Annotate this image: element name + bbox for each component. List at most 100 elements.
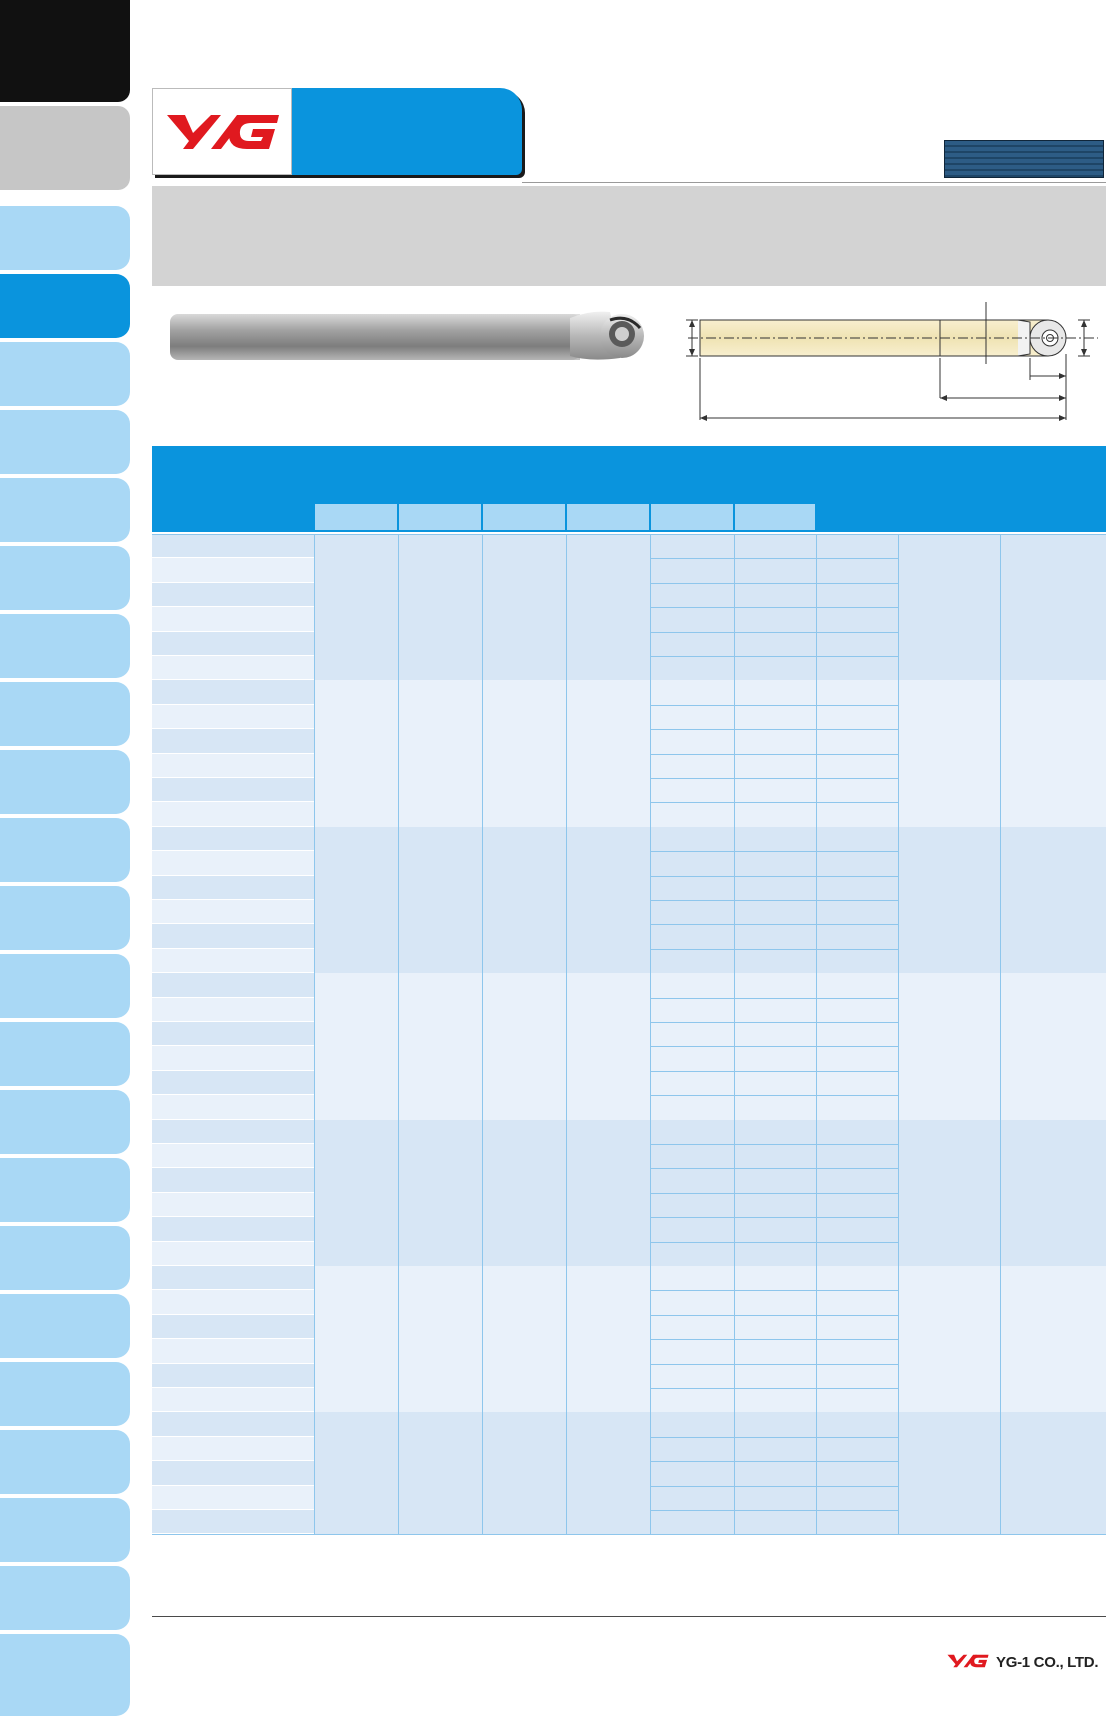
row-divider (650, 900, 898, 901)
group-cell (816, 1412, 898, 1535)
row-divider (650, 1339, 898, 1341)
group-cell (734, 1119, 816, 1266)
section-tab[interactable] (0, 410, 130, 474)
group-cell (566, 1119, 650, 1266)
section-tab[interactable] (0, 1362, 130, 1426)
group-cell (482, 534, 566, 681)
section-tab[interactable] (0, 750, 130, 814)
section-tab[interactable] (0, 1158, 130, 1222)
row-divider (650, 1363, 898, 1365)
model-cell (152, 924, 314, 949)
section-tab[interactable] (0, 342, 130, 406)
subheader-cell (651, 504, 733, 530)
group-cell (898, 534, 1000, 681)
group-cell (314, 826, 398, 974)
section-tab[interactable] (0, 614, 130, 678)
model-cell (152, 997, 314, 1022)
group-cell (816, 680, 898, 827)
model-cell (152, 900, 314, 925)
row-divider (650, 997, 898, 999)
model-cell (152, 1168, 314, 1193)
model-cell (152, 1461, 314, 1486)
model-cell (152, 1290, 314, 1315)
model-cell (152, 631, 314, 656)
section-tab[interactable] (0, 206, 130, 270)
row-divider (650, 948, 898, 950)
group-cell (566, 973, 650, 1120)
group-cell (734, 680, 816, 827)
series-badge (944, 140, 1104, 178)
model-cell (152, 1412, 314, 1437)
model-cell (152, 1510, 314, 1535)
section-tab[interactable] (0, 682, 130, 746)
row-divider (650, 1095, 898, 1097)
section-tab[interactable] (0, 886, 130, 950)
row-divider (650, 1314, 898, 1316)
model-cell (152, 1485, 314, 1510)
column-divider (482, 534, 483, 1535)
model-cell (152, 851, 314, 876)
description-band (152, 186, 1106, 286)
model-cell (152, 704, 314, 730)
model-cell (152, 802, 314, 827)
group-cell (1000, 1266, 1106, 1413)
section-tab[interactable] (0, 1294, 130, 1358)
spec-table-body (152, 534, 1106, 1536)
row-divider (650, 924, 898, 926)
group-cell (898, 973, 1000, 1120)
model-cell (152, 680, 314, 705)
group-cell (898, 680, 1000, 827)
group-cell (1000, 1119, 1106, 1266)
section-tab[interactable] (0, 1634, 130, 1716)
group-cell (898, 1119, 1000, 1266)
ball-end-mill-drawing (686, 302, 1098, 421)
row-divider (650, 1485, 898, 1487)
row-divider (650, 1241, 898, 1243)
group-cell (816, 1119, 898, 1266)
column-divider (566, 534, 567, 1535)
section-tab[interactable] (0, 1022, 130, 1086)
subheader-cell (399, 504, 481, 530)
group-cell (1000, 1412, 1106, 1535)
column-divider (816, 534, 817, 1535)
section-tab[interactable] (0, 1090, 130, 1154)
row-divider (650, 582, 898, 584)
row-divider (650, 729, 898, 731)
section-tab[interactable] (0, 478, 130, 542)
section-tab[interactable] (0, 1226, 130, 1290)
model-cell (152, 778, 314, 803)
group-cell (398, 1119, 482, 1266)
group-cell (1000, 680, 1106, 827)
group-cell (898, 826, 1000, 974)
yg1-logo-icon (947, 1654, 989, 1668)
group-cell (314, 1266, 398, 1413)
group-cell (482, 1266, 566, 1413)
footer-company-name: YG-1 CO., LTD. (996, 1654, 1099, 1671)
subheader-cell (483, 504, 565, 530)
section-tab[interactable] (0, 818, 130, 882)
group-cell (734, 973, 816, 1120)
group-cell (398, 534, 482, 681)
group-cell (566, 680, 650, 827)
subheader-cell (567, 504, 649, 530)
section-tab[interactable] (0, 1430, 130, 1494)
section-tab-dark[interactable] (0, 0, 130, 102)
model-cell (152, 1436, 314, 1462)
row-divider (650, 1436, 898, 1438)
group-cell (482, 680, 566, 827)
section-tab[interactable] (0, 1498, 130, 1562)
row-divider (650, 1217, 898, 1219)
group-cell (650, 1412, 734, 1535)
row-divider (650, 631, 898, 633)
section-tab[interactable] (0, 1566, 130, 1630)
model-cell (152, 753, 314, 778)
group-cell (1000, 826, 1106, 974)
section-tab[interactable] (0, 274, 130, 338)
model-cell (152, 607, 314, 632)
section-tab[interactable] (0, 546, 130, 610)
row-divider (650, 753, 898, 755)
row-divider (650, 607, 898, 609)
section-tab-grey[interactable] (0, 106, 130, 190)
model-cell (152, 1339, 314, 1364)
section-tab[interactable] (0, 954, 130, 1018)
